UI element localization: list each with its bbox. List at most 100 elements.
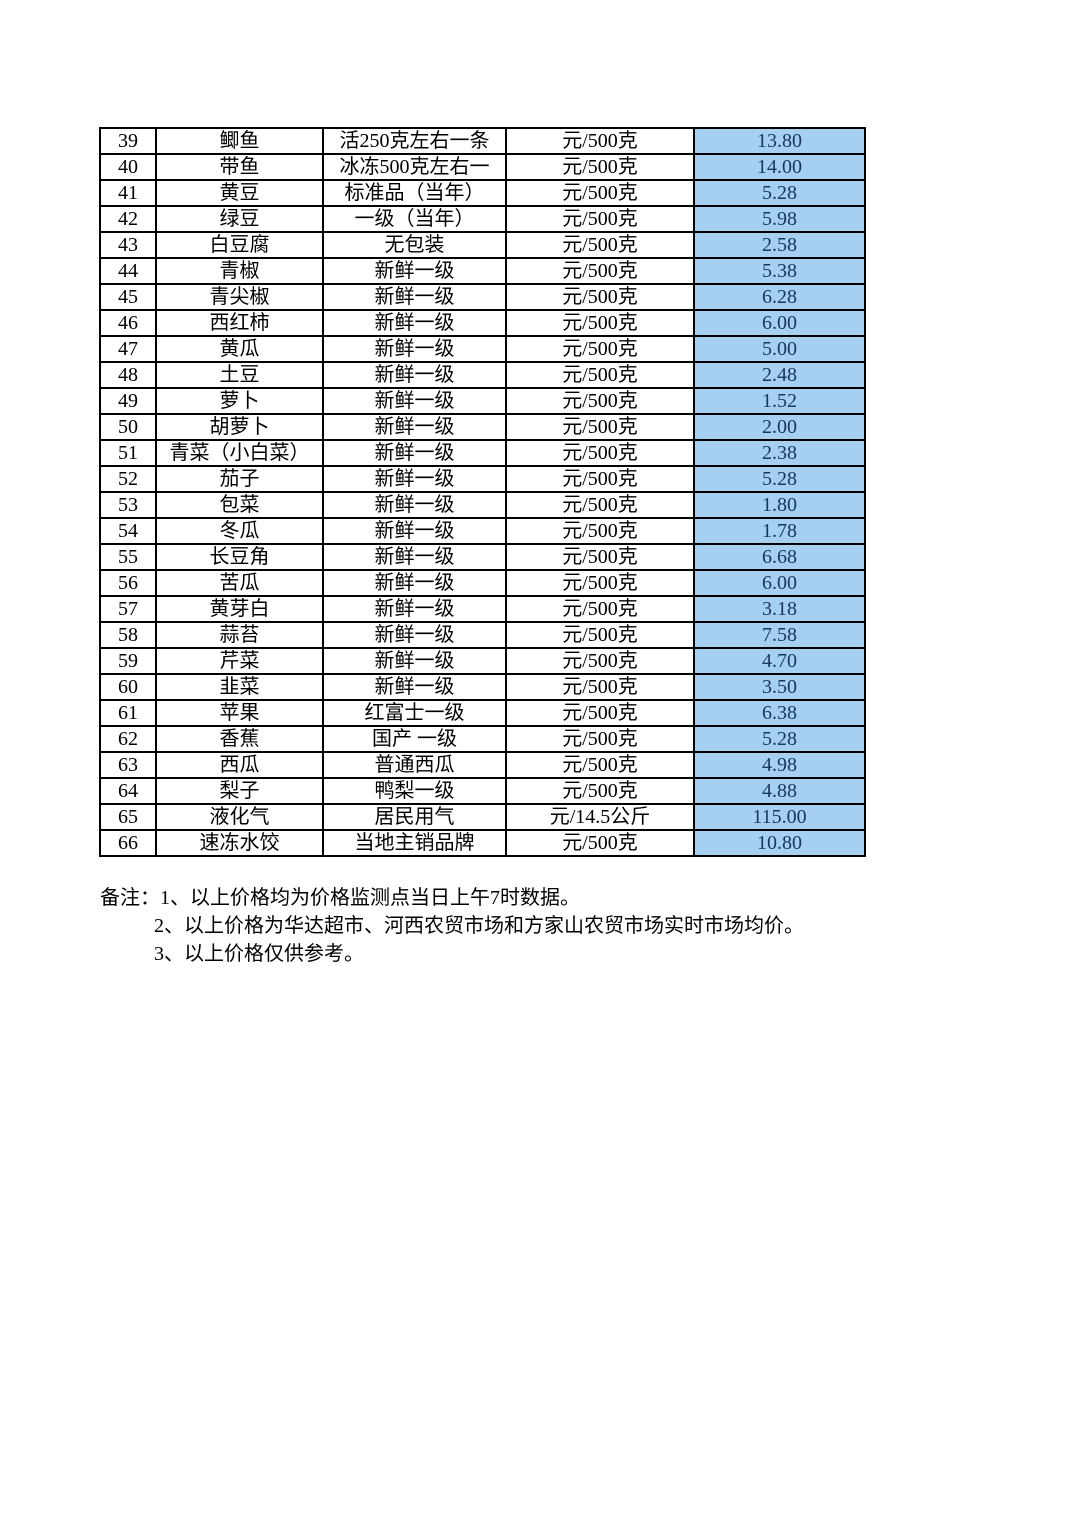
item-price: 115.00 [693, 803, 866, 831]
item-name: 青菜（小白菜） [155, 439, 324, 467]
item-price: 1.78 [693, 517, 866, 545]
item-price: 7.58 [693, 621, 866, 649]
item-spec: 标准品（当年） [322, 179, 507, 207]
table-row: 57 黄芽白 新鲜一级 元/500克 3.18 [99, 595, 866, 623]
row-number: 50 [99, 413, 157, 441]
note-line: 备注：1、以上价格均为价格监测点当日上午7时数据。 [100, 884, 920, 912]
row-number: 40 [99, 153, 157, 181]
row-number: 48 [99, 361, 157, 389]
item-unit: 元/500克 [505, 543, 695, 571]
notes: 备注：1、以上价格均为价格监测点当日上午7时数据。 2、以上价格为华达超市、河西… [100, 884, 920, 968]
row-number: 63 [99, 751, 157, 779]
item-unit: 元/14.5公斤 [505, 803, 695, 831]
item-price: 5.98 [693, 205, 866, 233]
item-unit: 元/500克 [505, 361, 695, 389]
item-price: 6.38 [693, 699, 866, 727]
item-unit: 元/500克 [505, 647, 695, 675]
item-spec: 新鲜一级 [322, 387, 507, 415]
item-name: 黄瓜 [155, 335, 324, 363]
table-row: 49 萝卜 新鲜一级 元/500克 1.52 [99, 387, 866, 415]
note-line: 3、以上价格仅供参考。 [154, 943, 364, 965]
price-table-body: 39 鲫鱼 活250克左右一条 元/500克 13.80 40 带鱼 冰冻500… [99, 127, 866, 857]
table-row: 63 西瓜 普通西瓜 元/500克 4.98 [99, 751, 866, 779]
item-price: 2.38 [693, 439, 866, 467]
item-unit: 元/500克 [505, 335, 695, 363]
item-unit: 元/500克 [505, 127, 695, 155]
item-name: 黄豆 [155, 179, 324, 207]
item-spec: 当地主销品牌 [322, 829, 507, 857]
item-name: 青椒 [155, 257, 324, 285]
item-price: 5.28 [693, 465, 866, 493]
table-row: 58 蒜苔 新鲜一级 元/500克 7.58 [99, 621, 866, 649]
item-unit: 元/500克 [505, 309, 695, 337]
item-price: 3.18 [693, 595, 866, 623]
item-unit: 元/500克 [505, 517, 695, 545]
row-number: 65 [99, 803, 157, 831]
row-number: 46 [99, 309, 157, 337]
row-number: 60 [99, 673, 157, 701]
item-price: 5.00 [693, 335, 866, 363]
table-row: 43 白豆腐 无包装 元/500克 2.58 [99, 231, 866, 259]
table-row: 39 鲫鱼 活250克左右一条 元/500克 13.80 [99, 127, 866, 155]
item-name: 带鱼 [155, 153, 324, 181]
item-spec: 国产 一级 [322, 725, 507, 753]
item-name: 胡萝卜 [155, 413, 324, 441]
item-spec: 新鲜一级 [322, 517, 507, 545]
row-number: 58 [99, 621, 157, 649]
item-unit: 元/500克 [505, 387, 695, 415]
item-price: 6.00 [693, 309, 866, 337]
row-number: 56 [99, 569, 157, 597]
row-number: 62 [99, 725, 157, 753]
table-row: 42 绿豆 一级（当年） 元/500克 5.98 [99, 205, 866, 233]
item-price: 6.68 [693, 543, 866, 571]
item-unit: 元/500克 [505, 829, 695, 857]
table-row: 46 西红柿 新鲜一级 元/500克 6.00 [99, 309, 866, 337]
note-text: 1、以上价格均为价格监测点当日上午7时数据。 [160, 887, 580, 909]
table-row: 62 香蕉 国产 一级 元/500克 5.28 [99, 725, 866, 753]
table-row: 40 带鱼 冰冻500克左右一 元/500克 14.00 [99, 153, 866, 181]
row-number: 47 [99, 335, 157, 363]
row-number: 57 [99, 595, 157, 623]
item-unit: 元/500克 [505, 699, 695, 727]
row-number: 45 [99, 283, 157, 311]
item-price: 2.48 [693, 361, 866, 389]
item-unit: 元/500克 [505, 413, 695, 441]
item-name: 绿豆 [155, 205, 324, 233]
item-spec: 新鲜一级 [322, 465, 507, 493]
row-number: 53 [99, 491, 157, 519]
item-name: 液化气 [155, 803, 324, 831]
table-row: 64 梨子 鸭梨一级 元/500克 4.88 [99, 777, 866, 805]
item-name: 蒜苔 [155, 621, 324, 649]
item-unit: 元/500克 [505, 725, 695, 753]
item-spec: 无包装 [322, 231, 507, 259]
item-price: 6.28 [693, 283, 866, 311]
item-name: 包菜 [155, 491, 324, 519]
item-name: 黄芽白 [155, 595, 324, 623]
item-name: 香蕉 [155, 725, 324, 753]
item-name: 西瓜 [155, 751, 324, 779]
item-name: 冬瓜 [155, 517, 324, 545]
table-row: 56 苦瓜 新鲜一级 元/500克 6.00 [99, 569, 866, 597]
table-row: 53 包菜 新鲜一级 元/500克 1.80 [99, 491, 866, 519]
item-spec: 新鲜一级 [322, 491, 507, 519]
table-row: 48 土豆 新鲜一级 元/500克 2.48 [99, 361, 866, 389]
item-name: 西红柿 [155, 309, 324, 337]
table-row: 52 茄子 新鲜一级 元/500克 5.28 [99, 465, 866, 493]
item-name: 苦瓜 [155, 569, 324, 597]
item-spec: 新鲜一级 [322, 335, 507, 363]
item-name: 苹果 [155, 699, 324, 727]
item-spec: 新鲜一级 [322, 595, 507, 623]
row-number: 52 [99, 465, 157, 493]
table-row: 45 青尖椒 新鲜一级 元/500克 6.28 [99, 283, 866, 311]
item-name: 长豆角 [155, 543, 324, 571]
item-price: 5.28 [693, 179, 866, 207]
item-price: 6.00 [693, 569, 866, 597]
item-price: 4.88 [693, 777, 866, 805]
item-unit: 元/500克 [505, 283, 695, 311]
item-unit: 元/500克 [505, 205, 695, 233]
item-spec: 居民用气 [322, 803, 507, 831]
item-name: 白豆腐 [155, 231, 324, 259]
item-unit: 元/500克 [505, 439, 695, 467]
table-row: 60 韭菜 新鲜一级 元/500克 3.50 [99, 673, 866, 701]
